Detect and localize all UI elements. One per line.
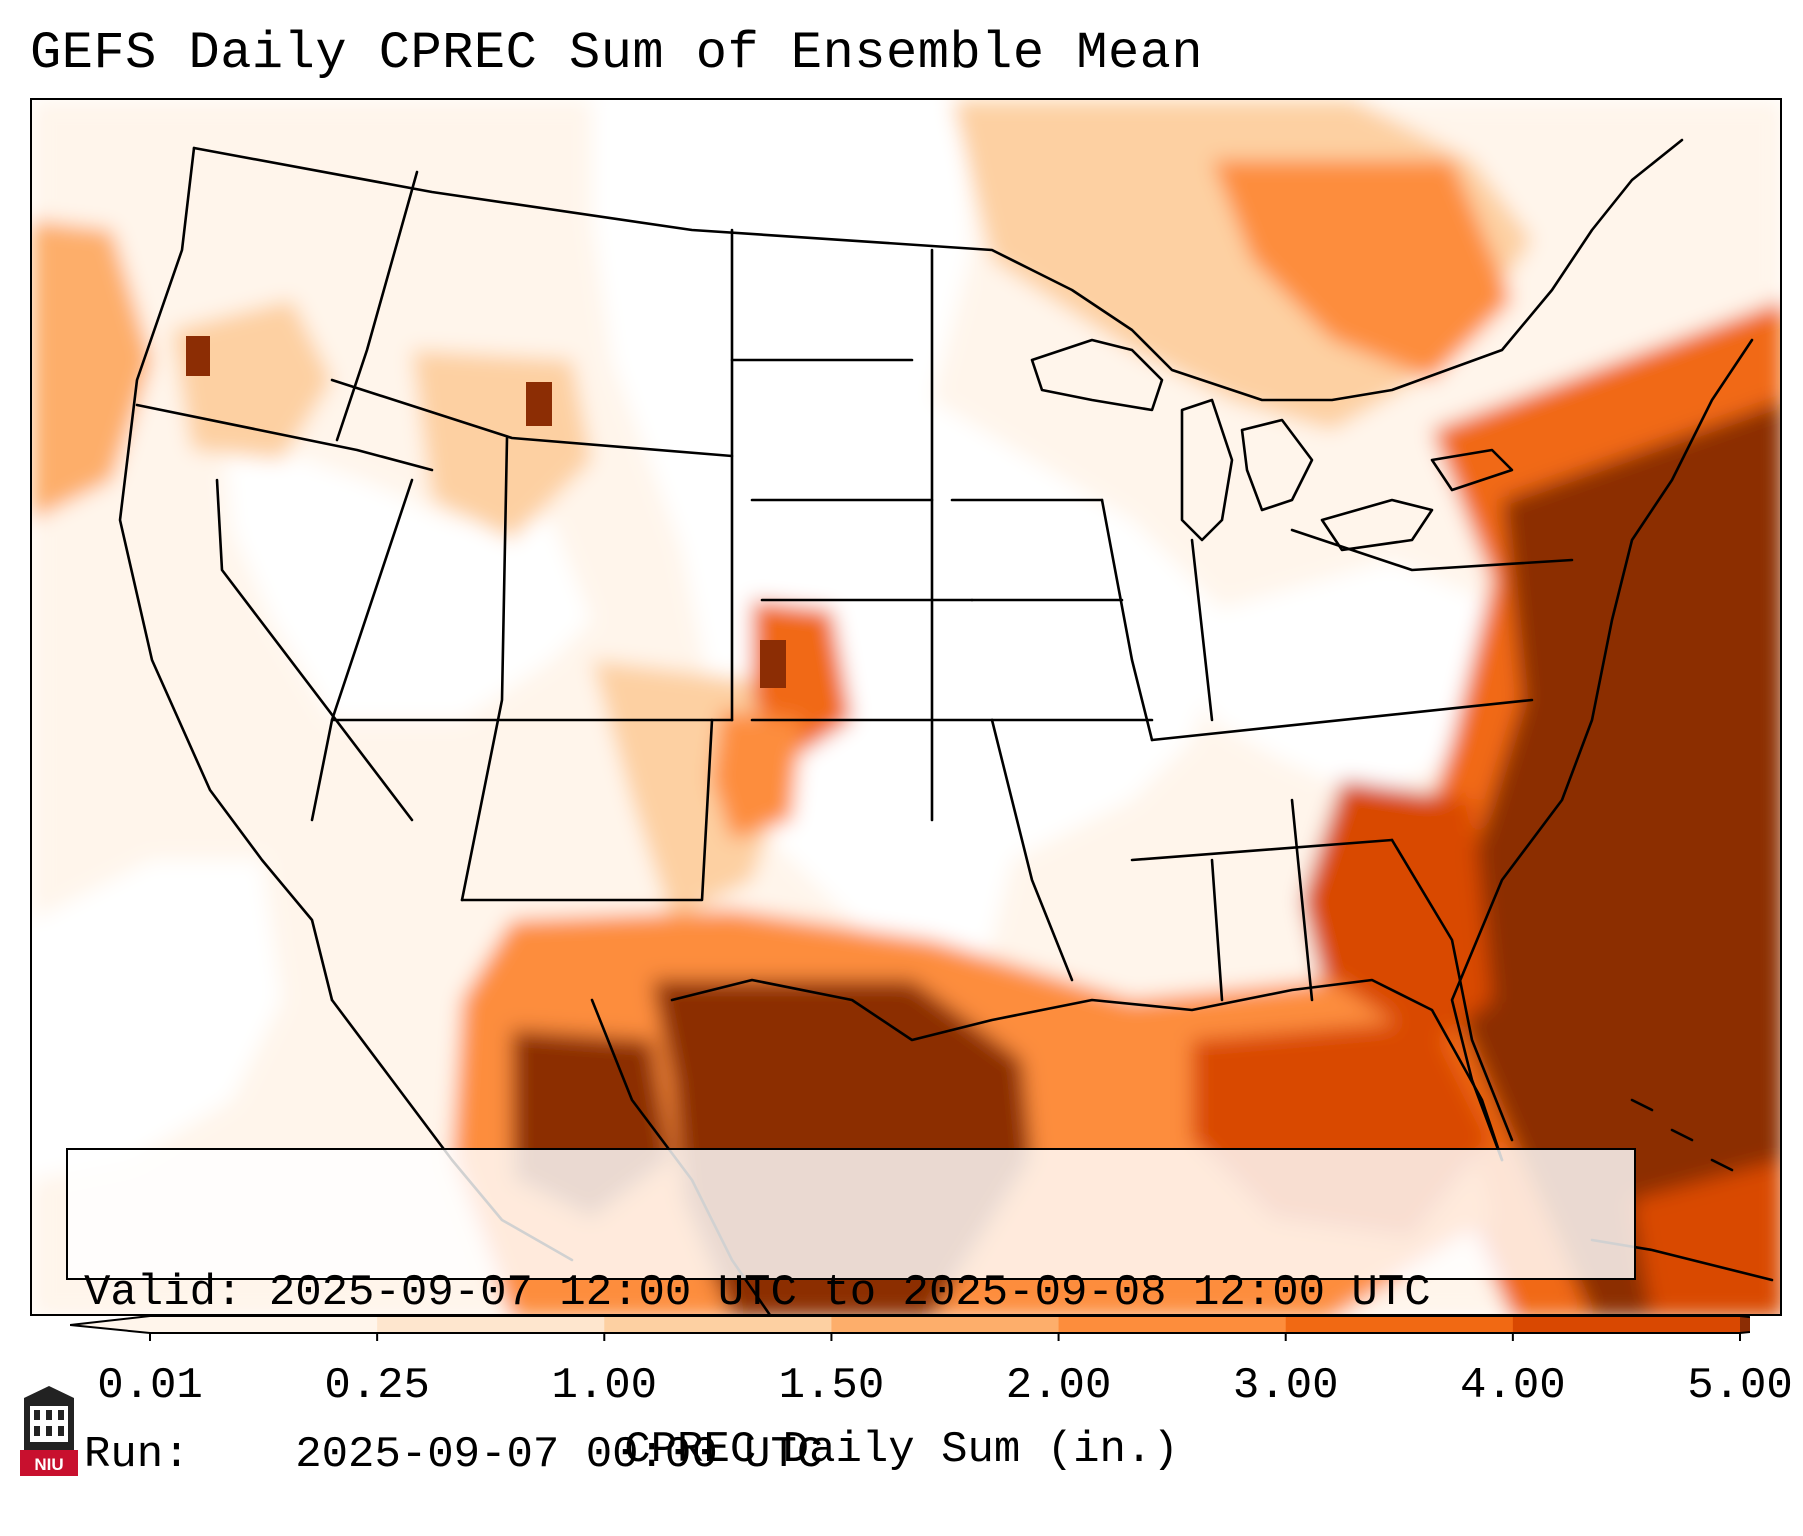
precip-map <box>30 98 1782 1316</box>
colorbar-tick-label: 1.00 <box>551 1361 658 1411</box>
map-title: GEFS Daily CPREC Sum of Ensemble Mean <box>30 24 1204 83</box>
colorbar-tick-label: 5.00 <box>1687 1361 1793 1411</box>
colorbar-segment <box>150 1316 378 1333</box>
colorbar-extend-high <box>1740 1316 1750 1333</box>
colorbar-tick-label: 3.00 <box>1232 1361 1339 1411</box>
run-line: Run: 2025-09-07 00:00 UTC <box>84 1428 1620 1482</box>
colorbar-tick-label: 2.00 <box>1005 1361 1112 1411</box>
colorbar-extend-low <box>70 1316 150 1333</box>
valid-value: 2025-09-07 12:00 UTC to 2025-09-08 12:00… <box>268 1268 1431 1318</box>
logo-text: NIU <box>34 1455 63 1474</box>
precip-field <box>32 100 1780 1314</box>
colorbar-outline <box>70 1316 1750 1334</box>
oregon-hotspot <box>186 336 210 376</box>
colorbar-tick-label: 0.25 <box>324 1361 430 1411</box>
colorbar-tick-label: 0.01 <box>97 1361 203 1411</box>
colorbar-tick-label: 1.50 <box>778 1361 885 1411</box>
wyoming-hotspot <box>526 382 552 426</box>
colorbar-tick-label: 4.00 <box>1460 1361 1566 1411</box>
run-value: 2025-09-07 00:00 UTC <box>295 1430 824 1480</box>
map-canvas <box>32 100 1780 1314</box>
colorbar-segment <box>1512 1316 1741 1333</box>
colorbar-segment <box>377 1316 605 1333</box>
valid-label: Valid: <box>84 1268 243 1318</box>
colorbar-segment <box>831 1316 1060 1333</box>
colorbar <box>70 1316 1750 1341</box>
kansas-hotspot <box>760 640 786 688</box>
colorbar-segment <box>604 1316 832 1333</box>
colorbar-segment <box>1285 1316 1514 1333</box>
valid-line: Valid: 2025-09-07 12:00 UTC to 2025-09-0… <box>84 1266 1620 1320</box>
colorbar-segment <box>1058 1316 1287 1333</box>
niu-tower-logo-icon: NIU <box>20 1386 78 1476</box>
validity-info-box: Valid: 2025-09-07 12:00 UTC to 2025-09-0… <box>66 1148 1636 1480</box>
colorbar-label: CPREC Daily Sum (in.) <box>624 1425 1179 1475</box>
run-label: Run: <box>84 1430 190 1480</box>
